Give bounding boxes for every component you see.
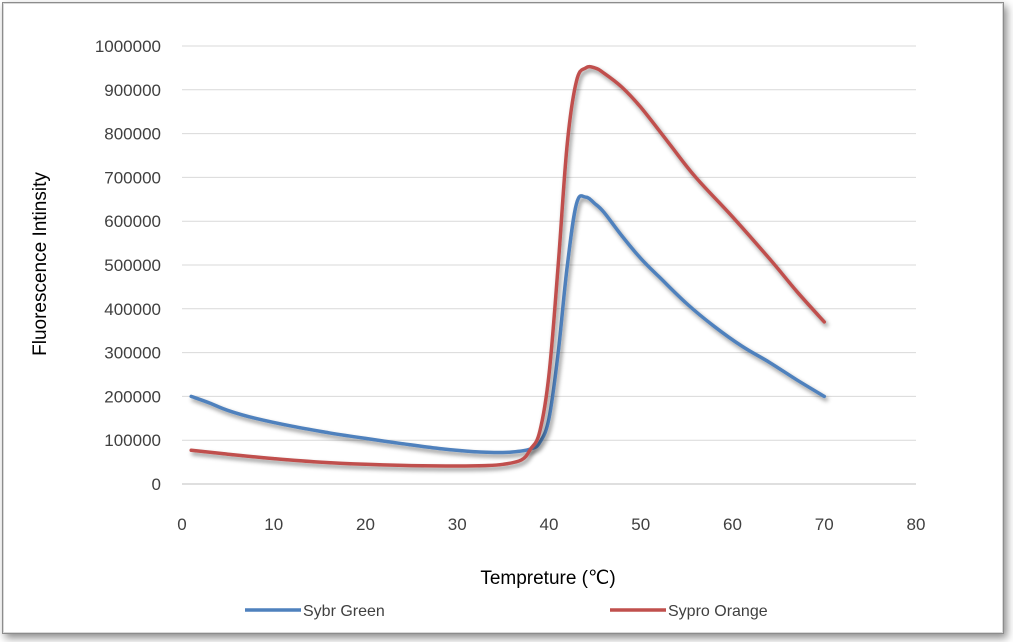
- y-tick-labels: 0 100000 200000 300000 400000 500000 600000 700…: [95, 37, 161, 494]
- x-tick-labels: 0 10 20 30 40 50 60 70 80: [177, 515, 925, 534]
- series-lines: [191, 67, 824, 466]
- x-tick-label: 30: [448, 515, 467, 534]
- y-tick-label: 300000: [104, 344, 161, 363]
- chart-svg: 0100000200000300000400000500000600000700…: [3, 3, 1003, 633]
- x-tick-label: 80: [907, 515, 926, 534]
- x-tick-label: 70: [815, 515, 834, 534]
- x-tick-label: 50: [631, 515, 650, 534]
- series-line-sybr-green: [191, 196, 824, 453]
- x-axis-label: Tempreture (℃): [480, 568, 615, 589]
- x-tick-label: 40: [540, 515, 559, 534]
- x-tick-label: 0: [177, 515, 186, 534]
- y-tick-label: 600000: [104, 212, 161, 231]
- y-axis-label: Fluorescence Intinsity: [30, 172, 51, 356]
- chart-frame: 0 100000 200000 300000 400000 500000 600000 700…: [2, 2, 1004, 634]
- y-tick-label: 500000: [104, 256, 161, 275]
- x-tick-label: 60: [723, 515, 742, 534]
- x-tick-label: 10: [264, 515, 283, 534]
- legend-label: Sypro Orange: [668, 603, 768, 620]
- y-tick-label: 800000: [104, 125, 161, 144]
- y-tick-label: 900000: [104, 81, 161, 100]
- legend: Sybr Green Sypro Orange: [245, 603, 768, 620]
- y-tick-label: 200000: [104, 387, 161, 406]
- y-tick-label: 0: [152, 475, 161, 494]
- x-tick-label: 20: [356, 515, 375, 534]
- y-tick-label: 100000: [104, 431, 161, 450]
- y-tick-label: 400000: [104, 300, 161, 319]
- y-tick-label: 1000000: [95, 37, 161, 56]
- legend-label: Sybr Green: [303, 603, 385, 620]
- y-tick-label: 700000: [104, 168, 161, 187]
- series-line-sypro-orange: [191, 67, 824, 466]
